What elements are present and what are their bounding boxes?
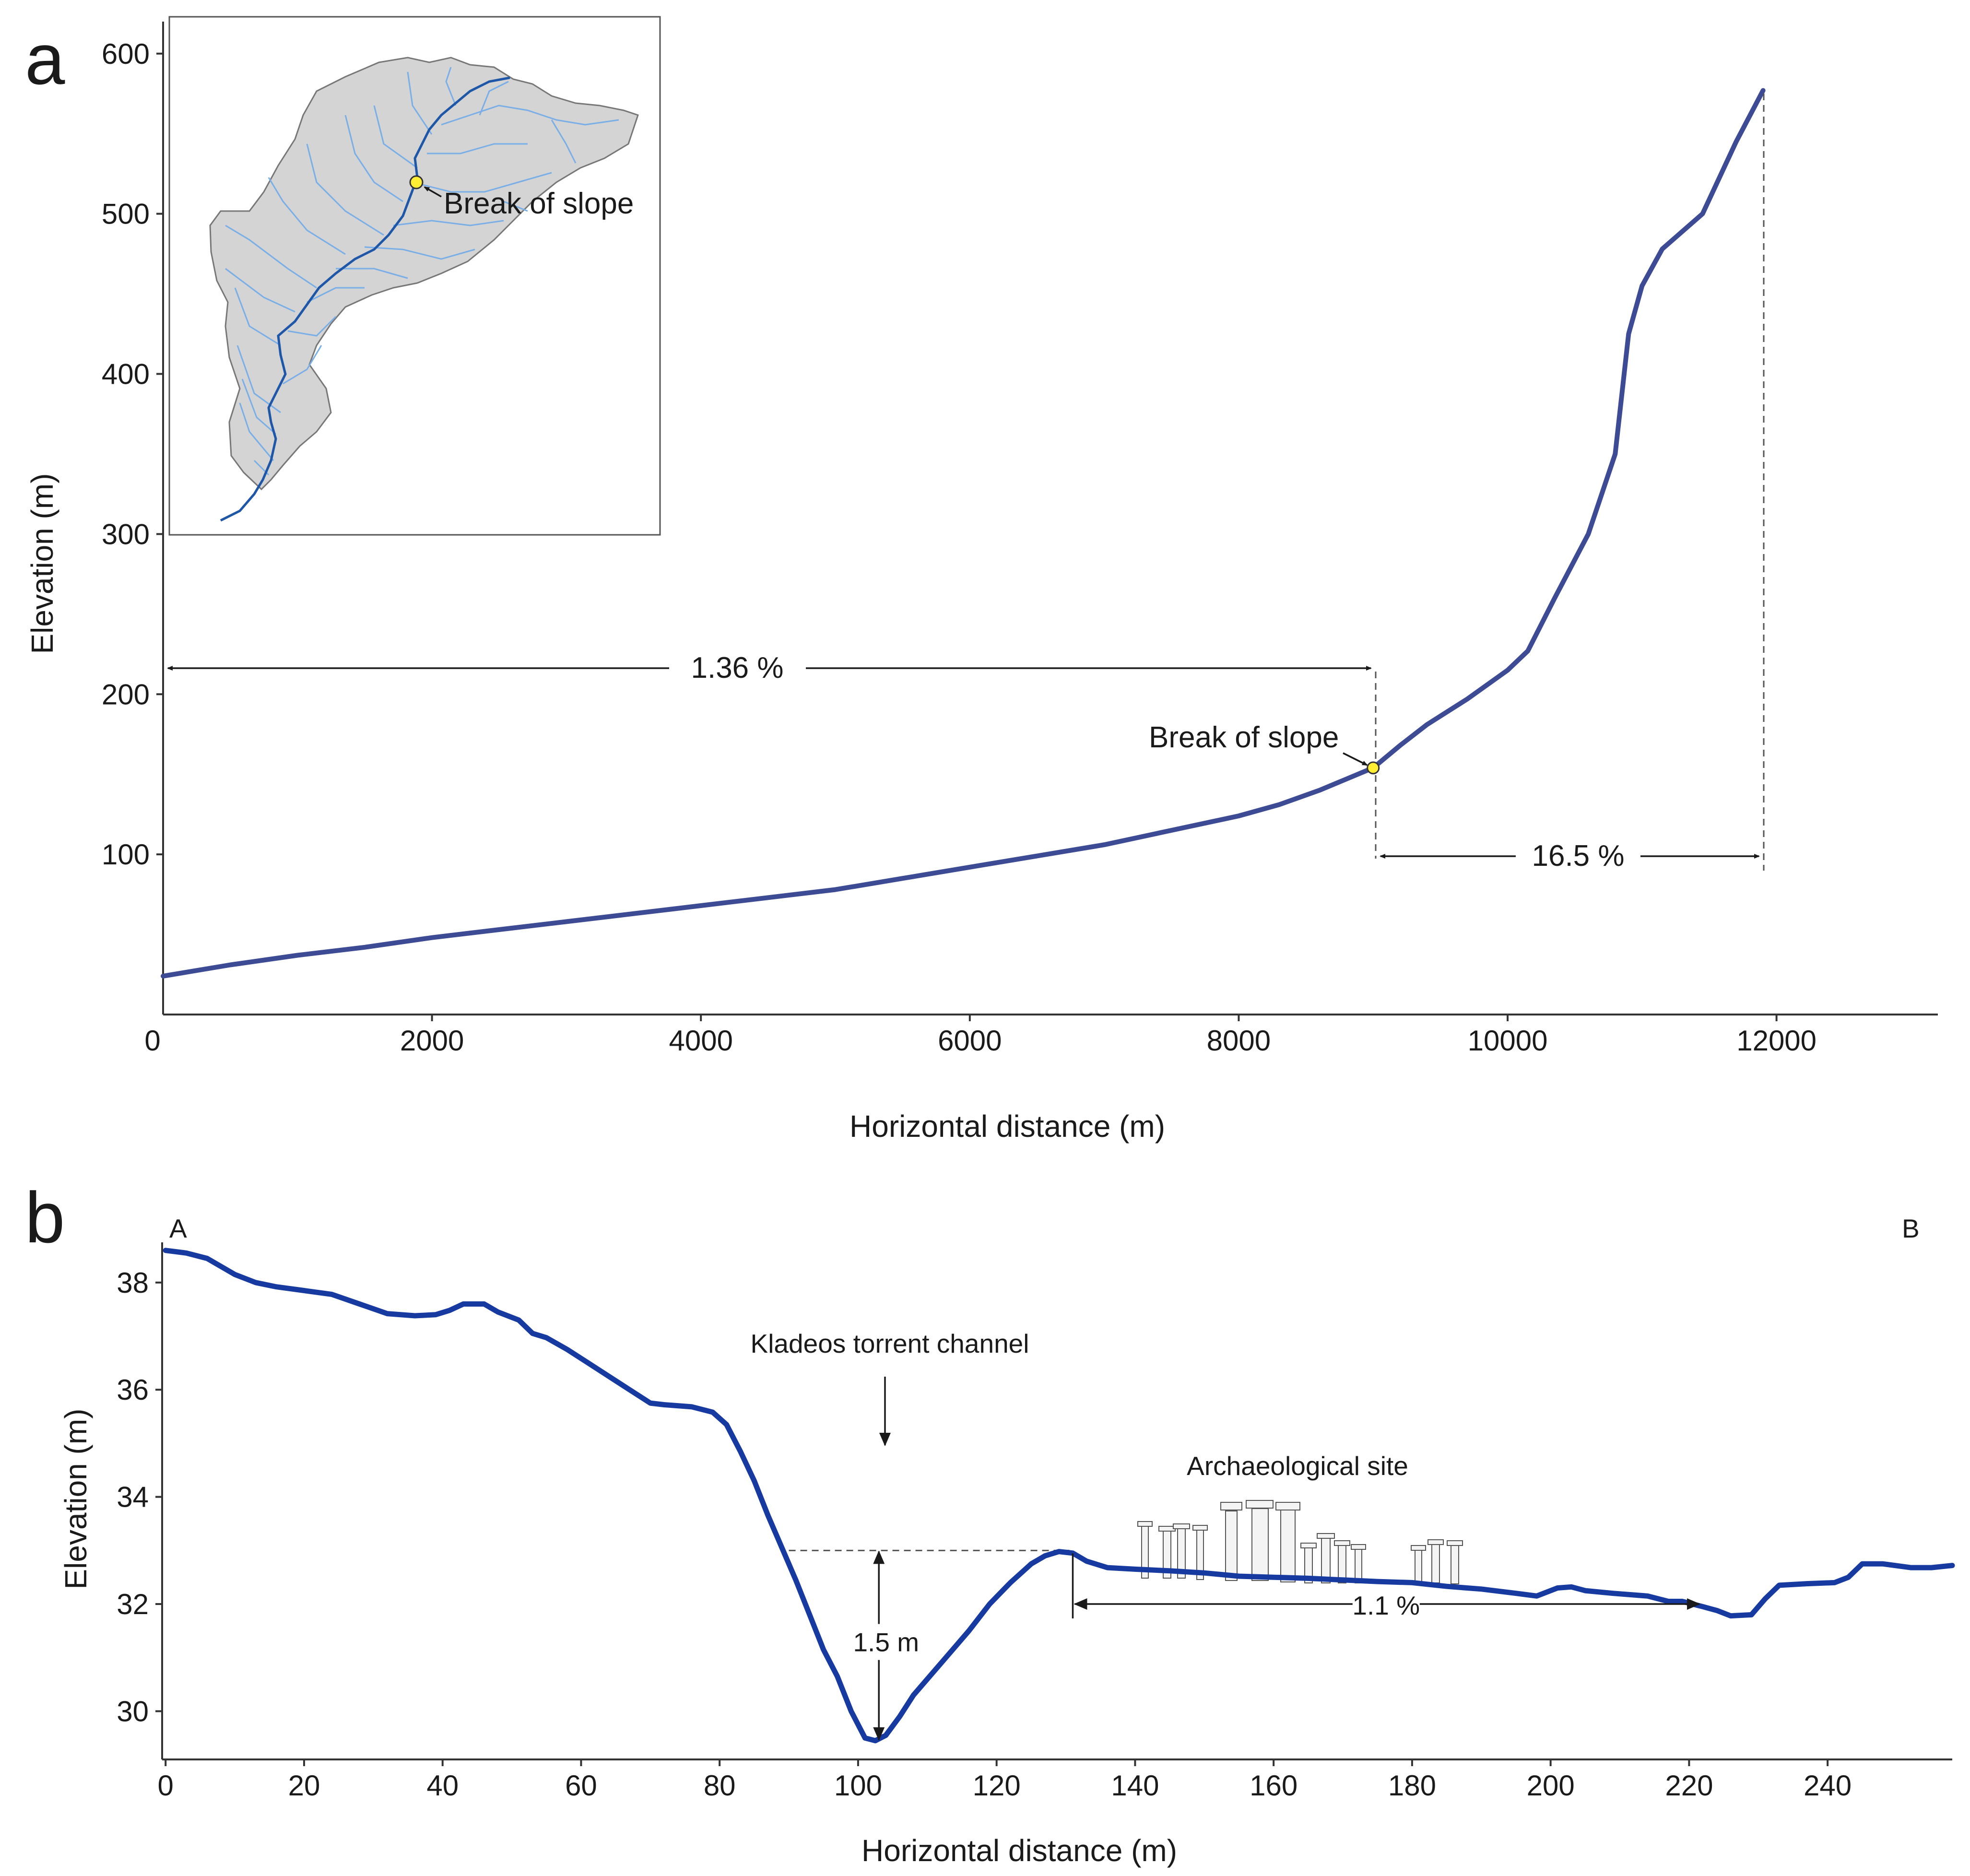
column-icon — [1334, 1540, 1350, 1583]
column-icon — [1317, 1533, 1335, 1583]
x-tick-label: 140 — [1111, 1770, 1159, 1802]
column-icon — [1351, 1544, 1366, 1583]
point-b-label: B — [1902, 1214, 1920, 1243]
tributaries — [225, 67, 619, 476]
x-tick-label: 2000 — [400, 1025, 464, 1057]
panel-letter-a: a — [25, 19, 65, 99]
x-tick-label: 8000 — [1207, 1025, 1271, 1057]
column-icon — [1411, 1545, 1426, 1583]
x-tick-label: 60 — [565, 1770, 597, 1802]
y-tick-label: 600 — [102, 38, 150, 70]
site-label: Archaeological site — [1187, 1451, 1408, 1481]
column-icon — [1192, 1525, 1208, 1580]
y-tick-label: 300 — [102, 518, 150, 550]
y-axis-title-a: Elevation (m) — [25, 473, 59, 654]
x-tick-label: 20 — [288, 1770, 320, 1802]
y-tick-label: 30 — [117, 1695, 149, 1727]
column-icon — [1447, 1540, 1463, 1584]
x-tick-label: 12000 — [1736, 1025, 1817, 1057]
column-icon — [1300, 1543, 1317, 1583]
x-tick-label: 100 — [834, 1770, 882, 1802]
basin-outline — [209, 57, 639, 491]
inset-break-point — [409, 175, 424, 189]
break-of-slope-label: Break of slope — [1149, 721, 1339, 754]
column-icon — [1173, 1523, 1190, 1579]
x-tick-label: 0 — [144, 1025, 160, 1057]
slope-upper-label: 16.5 % — [1532, 839, 1624, 873]
y-tick-label: 34 — [117, 1481, 149, 1513]
column-icon — [1220, 1502, 1242, 1581]
main-stream — [220, 76, 510, 522]
channel-label: Kladeos torrent channel — [751, 1329, 1029, 1358]
x-tick-label: 4000 — [669, 1025, 732, 1057]
y-tick-label: 200 — [102, 678, 150, 710]
x-ticks-a: 0 2000 4000 6000 8000 10000 12000 — [144, 1015, 1817, 1057]
x-axis-title-a: Horizontal distance (m) — [849, 1109, 1165, 1144]
y-tick-label: 100 — [102, 838, 150, 871]
x-tick-label: 240 — [1804, 1770, 1852, 1802]
archaeological-site-illustration — [1137, 1500, 1463, 1584]
y-tick-label: 38 — [117, 1267, 149, 1299]
x-tick-label: 40 — [426, 1770, 459, 1802]
inset-break-arrow — [424, 186, 442, 198]
point-a-label: A — [169, 1214, 187, 1243]
inset-map: Break of slope — [168, 16, 661, 536]
break-of-slope-arrow — [1343, 752, 1368, 766]
y-tick-label: 500 — [102, 198, 150, 230]
break-of-slope-point — [1367, 761, 1380, 775]
x-axis-title-b: Horizontal distance (m) — [861, 1833, 1177, 1868]
column-icon — [1158, 1526, 1176, 1579]
y-axis-title-b: Elevation (m) — [59, 1409, 93, 1590]
profile-line-a — [161, 88, 1766, 979]
x-tick-label: 0 — [158, 1770, 174, 1802]
y-ticks-b: 30 32 34 36 38 — [117, 1267, 162, 1727]
profile-line-b — [163, 1248, 1955, 1744]
y-tick-label: 36 — [117, 1374, 149, 1406]
depth-label: 1.5 m — [853, 1628, 919, 1657]
inset-break-label: Break of slope — [444, 187, 634, 220]
panel-b: b A B 0 20 40 60 80 100 120 140 160 180 200 220 240 … — [25, 1177, 1955, 1868]
column-icon — [1246, 1500, 1274, 1581]
x-tick-label: 10000 — [1468, 1025, 1548, 1057]
column-icon — [1275, 1502, 1300, 1582]
x-tick-label: 200 — [1527, 1770, 1575, 1802]
y-tick-label: 32 — [117, 1588, 149, 1620]
depth-label-background — [848, 1624, 910, 1660]
x-tick-label: 120 — [973, 1770, 1021, 1802]
x-tick-label: 180 — [1388, 1770, 1436, 1802]
column-icon — [1137, 1521, 1153, 1579]
panel-letter-b: b — [25, 1177, 65, 1258]
x-tick-label: 80 — [704, 1770, 736, 1802]
panel-a: a 0 2000 4000 6000 8000 10000 12000 100 200 300 4… — [25, 16, 1938, 1144]
x-tick-label: 6000 — [938, 1025, 1002, 1057]
column-icon — [1427, 1539, 1444, 1583]
y-ticks-a: 100 200 300 400 500 600 — [102, 38, 163, 871]
x-tick-label: 220 — [1665, 1770, 1713, 1802]
slope-lower-label: 1.36 % — [691, 651, 783, 684]
x-ticks-b: 0 20 40 60 80 100 120 140 160 180 200 220 240 — [158, 1759, 1852, 1802]
slope-b-label: 1.1 % — [1352, 1591, 1420, 1620]
y-tick-label: 400 — [102, 358, 150, 390]
x-tick-label: 160 — [1250, 1770, 1298, 1802]
